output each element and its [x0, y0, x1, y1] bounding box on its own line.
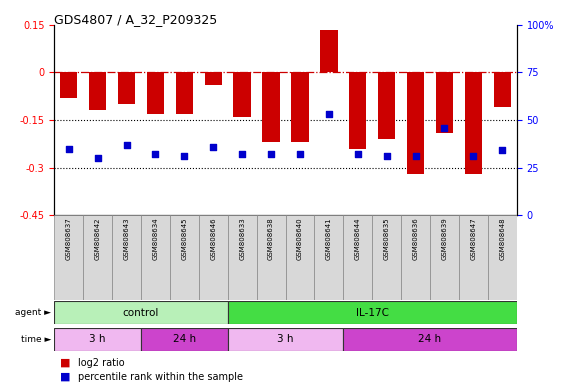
Bar [459, 215, 488, 300]
Bar [343, 328, 517, 351]
Bar [465, 73, 482, 174]
Point [64, 146, 73, 152]
Text: GSM808633: GSM808633 [239, 218, 245, 260]
Point [469, 153, 478, 159]
Bar [315, 215, 343, 300]
Text: log2 ratio: log2 ratio [78, 358, 125, 368]
Bar [343, 215, 372, 300]
Bar [349, 73, 367, 149]
Bar [83, 215, 112, 300]
Bar [54, 301, 228, 324]
Point [382, 153, 391, 159]
Text: GSM808638: GSM808638 [268, 218, 274, 260]
Text: GDS4807 / A_32_P209325: GDS4807 / A_32_P209325 [54, 13, 218, 26]
Bar [372, 215, 401, 300]
Point [411, 153, 420, 159]
Bar [378, 73, 395, 139]
Bar [234, 73, 251, 117]
Text: GSM808640: GSM808640 [297, 218, 303, 260]
Bar [291, 73, 309, 142]
Point [93, 155, 102, 161]
Text: GSM808645: GSM808645 [182, 218, 187, 260]
Bar [320, 30, 337, 73]
Bar [60, 73, 77, 98]
Text: GSM808646: GSM808646 [210, 218, 216, 260]
Text: GSM808648: GSM808648 [499, 218, 505, 260]
Point [122, 142, 131, 148]
Bar [228, 215, 256, 300]
Point [295, 151, 304, 157]
Bar [89, 73, 106, 111]
Text: percentile rank within the sample: percentile rank within the sample [78, 372, 243, 382]
Bar [286, 215, 315, 300]
Bar [118, 73, 135, 104]
Bar [54, 215, 83, 300]
Point [208, 144, 218, 150]
Point [267, 151, 276, 157]
Text: GSM808644: GSM808644 [355, 218, 361, 260]
Text: ■: ■ [60, 372, 74, 382]
Bar [199, 215, 228, 300]
Text: agent ►: agent ► [15, 308, 51, 317]
Text: GSM808639: GSM808639 [441, 218, 448, 260]
Bar [228, 328, 343, 351]
Bar [170, 215, 199, 300]
Text: 24 h: 24 h [173, 334, 196, 344]
Text: GSM808637: GSM808637 [66, 218, 72, 260]
Bar [147, 73, 164, 114]
Text: IL-17C: IL-17C [356, 308, 389, 318]
Bar [263, 73, 280, 142]
Bar [204, 73, 222, 85]
Point [238, 151, 247, 157]
Point [353, 151, 363, 157]
Text: GSM808647: GSM808647 [471, 218, 476, 260]
Point [324, 111, 333, 118]
Text: 3 h: 3 h [278, 334, 293, 344]
Text: time ►: time ► [21, 335, 51, 344]
Point [151, 151, 160, 157]
Text: GSM808641: GSM808641 [326, 218, 332, 260]
Text: GSM808636: GSM808636 [413, 218, 419, 260]
Bar [488, 215, 517, 300]
Text: ■: ■ [60, 358, 74, 368]
Text: GSM808642: GSM808642 [95, 218, 100, 260]
Bar [401, 215, 430, 300]
Bar [112, 215, 141, 300]
Bar [430, 215, 459, 300]
Bar [54, 328, 141, 351]
Point [180, 153, 189, 159]
Text: 24 h: 24 h [419, 334, 441, 344]
Bar [141, 328, 228, 351]
Bar [436, 73, 453, 133]
Bar [176, 73, 193, 114]
Point [498, 147, 507, 154]
Text: GSM808635: GSM808635 [384, 218, 389, 260]
Bar [493, 73, 511, 108]
Bar [256, 215, 286, 300]
Bar [141, 215, 170, 300]
Text: GSM808634: GSM808634 [152, 218, 158, 260]
Text: control: control [123, 308, 159, 318]
Text: GSM808643: GSM808643 [123, 218, 130, 260]
Text: 3 h: 3 h [89, 334, 106, 344]
Point [440, 124, 449, 131]
Bar [407, 73, 424, 174]
Bar [228, 301, 517, 324]
